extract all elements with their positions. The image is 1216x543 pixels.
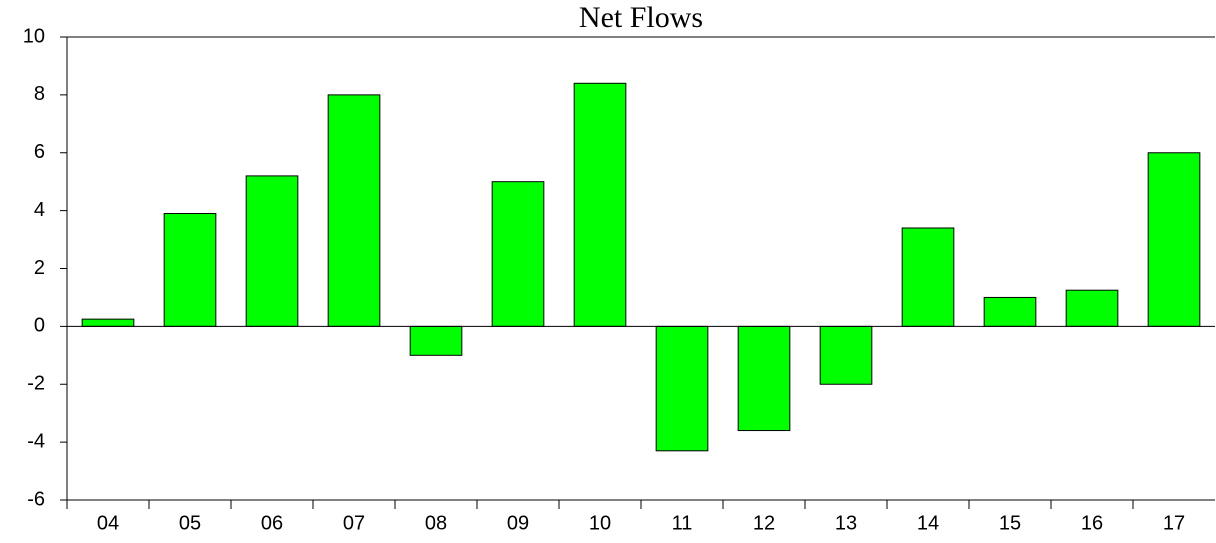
bar [491, 181, 545, 327]
x-tick-label: 10 [589, 512, 611, 534]
bar [1147, 152, 1201, 327]
chart-title: Net Flows [579, 1, 703, 34]
bar [655, 325, 709, 452]
y-tick-label: -6 [27, 488, 45, 510]
x-tick-label: 16 [1081, 512, 1103, 534]
bar [245, 175, 299, 327]
bar [327, 94, 381, 327]
x-tick-label: 11 [672, 512, 693, 534]
x-tick-label: 09 [507, 512, 529, 534]
x-tick-label: 04 [97, 512, 119, 534]
x-tick-label: 14 [917, 512, 939, 534]
bar [409, 325, 463, 356]
x-tick-label: 06 [261, 512, 283, 534]
y-tick-label: 10 [23, 25, 45, 47]
y-tick-label: 2 [34, 257, 45, 279]
bar [573, 82, 627, 327]
x-tick-label: 05 [179, 512, 201, 534]
bar [81, 318, 135, 327]
bar [983, 296, 1037, 327]
x-tick-label: 13 [835, 512, 857, 534]
x-tick-label: 08 [425, 512, 447, 534]
bar [1065, 289, 1119, 327]
bar [737, 325, 791, 432]
y-tick-label: -4 [27, 430, 45, 452]
bar [901, 227, 955, 327]
x-tick-label: 17 [1163, 512, 1185, 534]
y-tick-label: 0 [34, 315, 45, 337]
y-tick-label: 4 [34, 199, 45, 221]
bar [163, 213, 217, 327]
bar [819, 325, 873, 385]
x-tick-label: 12 [753, 512, 775, 534]
y-tick-label: 8 [34, 83, 45, 105]
y-tick-label: -2 [27, 373, 45, 395]
x-tick-label: 07 [343, 512, 365, 534]
x-tick-label: 15 [999, 512, 1021, 534]
y-tick-label: 6 [34, 141, 45, 163]
